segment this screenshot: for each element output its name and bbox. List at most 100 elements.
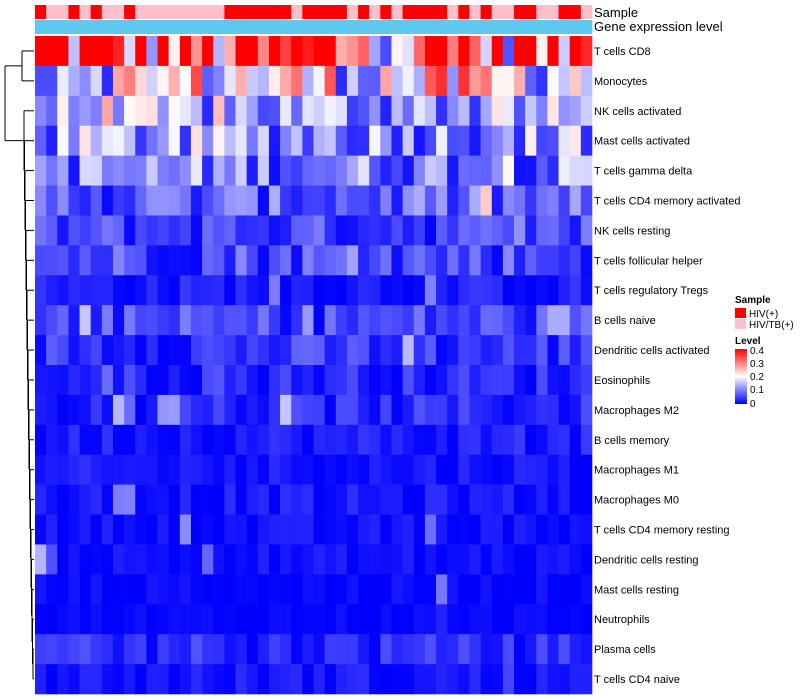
heatmap-cell	[124, 484, 136, 515]
heatmap-cell	[358, 155, 370, 186]
heatmap-cell	[57, 95, 69, 127]
heatmap-cell	[213, 215, 225, 246]
heatmap-cell	[179, 365, 192, 396]
sample-annotation-cell	[157, 5, 169, 19]
heatmap-cell	[402, 65, 415, 97]
heatmap-cell	[514, 634, 526, 665]
heatmap-cell	[157, 514, 169, 545]
heatmap-cell	[436, 365, 448, 396]
heatmap-cell	[179, 544, 192, 575]
heatmap-cell	[246, 245, 259, 276]
heatmap-cell	[135, 424, 147, 456]
heatmap-cell	[469, 215, 481, 246]
heatmap-cell	[491, 544, 504, 575]
heatmap-cell	[491, 454, 504, 485]
heatmap-cell	[358, 664, 370, 695]
heatmap-cell	[525, 424, 537, 456]
heatmap-cell	[402, 155, 415, 186]
heatmap-cell	[135, 574, 147, 605]
heatmap-cell	[469, 574, 481, 605]
heatmap-cell	[213, 335, 225, 366]
heatmap-cell	[79, 275, 91, 306]
heatmap-cell	[90, 245, 103, 276]
heatmap-cell	[235, 574, 247, 605]
heatmap-cell	[257, 125, 270, 156]
heatmap-cell	[514, 185, 526, 216]
heatmap-cell	[436, 215, 448, 246]
heatmap-cell	[168, 305, 181, 336]
sample-annotation-cell	[246, 5, 259, 19]
heatmap-cell	[257, 514, 270, 545]
sample-annotation-cell	[536, 5, 548, 19]
heatmap-cell	[235, 335, 247, 366]
heatmap-cell	[436, 275, 448, 306]
heatmap-cell	[291, 365, 303, 396]
heatmap-cell	[580, 424, 593, 456]
row-label: T cells CD4 memory activated	[594, 196, 741, 208]
heatmap-cell	[235, 275, 247, 306]
heatmap-cell	[569, 155, 582, 186]
heatmap-cell	[257, 544, 270, 575]
heatmap-cell	[413, 215, 426, 246]
legend-color-scale	[735, 349, 747, 404]
expression-annotation-cell	[235, 20, 247, 34]
heatmap-cell	[79, 155, 91, 186]
heatmap-cell	[68, 95, 80, 127]
heatmap-cell	[536, 544, 548, 575]
heatmap-cell	[369, 95, 381, 127]
heatmap-cell	[302, 634, 314, 665]
heatmap-cell	[179, 95, 192, 127]
heatmap-cell	[324, 634, 337, 665]
heatmap-cell	[257, 664, 270, 695]
heatmap-cell	[502, 275, 515, 306]
heatmap-cell	[491, 125, 504, 156]
heatmap-cell	[246, 95, 259, 127]
heatmap-cell	[402, 215, 415, 246]
expression-annotation-cell	[202, 20, 214, 34]
heatmap-cell	[324, 454, 337, 485]
heatmap-cell	[280, 305, 292, 336]
heatmap-cell	[101, 634, 114, 665]
heatmap-cell	[536, 305, 548, 336]
expression-annotation-cell	[291, 20, 303, 34]
heatmap-cell	[257, 155, 270, 186]
heatmap-cell	[135, 185, 147, 216]
heatmap-cell	[436, 634, 448, 665]
heatmap-cell	[469, 95, 481, 127]
heatmap-cell	[268, 454, 281, 485]
expression-annotation-cell	[57, 20, 69, 34]
heatmap-cell	[224, 36, 236, 67]
heatmap-cell	[502, 245, 515, 276]
row-label: Dendritic cells resting	[594, 554, 699, 566]
heatmap-cell	[358, 95, 370, 127]
expression-annotation-cell	[580, 20, 593, 34]
heatmap-cell	[302, 215, 314, 246]
heatmap-cell	[68, 185, 80, 216]
row-label: Macrophages M0	[594, 495, 679, 507]
heatmap-cell	[580, 245, 593, 276]
heatmap-cell	[168, 544, 181, 575]
heatmap-cell	[213, 634, 225, 665]
heatmap-cell	[391, 454, 403, 485]
heatmap-cell	[79, 95, 91, 127]
heatmap-cell	[480, 215, 493, 246]
heatmap-cell	[302, 424, 314, 456]
heatmap-cell	[502, 95, 515, 127]
heatmap-cell	[112, 65, 125, 97]
heatmap-cell	[424, 484, 437, 515]
legend-swatch-hivtb	[735, 319, 746, 329]
heatmap-cell	[68, 604, 80, 635]
heatmap-cell	[302, 245, 314, 276]
heatmap-cell	[358, 245, 370, 276]
heatmap-cell	[502, 454, 515, 485]
heatmap-cell	[124, 125, 136, 156]
heatmap-cell	[146, 65, 158, 97]
expression-annotation-cell	[112, 20, 125, 34]
heatmap-cell	[90, 275, 103, 306]
heatmap-cell	[213, 514, 225, 545]
heatmap-cell	[101, 454, 114, 485]
heatmap-cell	[413, 95, 426, 127]
heatmap-cell	[268, 36, 281, 67]
row-label: Mast cells resting	[594, 584, 679, 596]
